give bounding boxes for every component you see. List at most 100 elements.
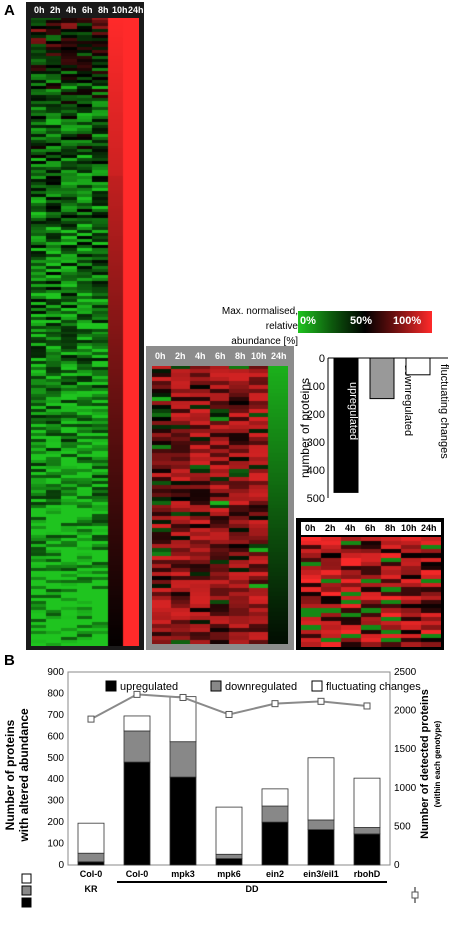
time-label: 24h bbox=[128, 5, 144, 15]
upregulated-heatmap-cells bbox=[31, 18, 139, 646]
bar-segment bbox=[353, 827, 381, 835]
line-point bbox=[133, 690, 141, 698]
time-label: 4h bbox=[345, 523, 356, 533]
colorbar-tick: 0% bbox=[300, 315, 316, 327]
y-axis-label: with altered abundance bbox=[17, 708, 31, 843]
legend-label: upregulated bbox=[120, 681, 178, 693]
y-tick-label: 100 bbox=[47, 839, 64, 850]
y-tick-label: 0 bbox=[58, 860, 64, 871]
bar-segment bbox=[169, 741, 197, 778]
y-axis-label: number of proteins bbox=[300, 378, 312, 478]
bar bbox=[333, 357, 359, 493]
colorbar-title-line1: Max. normalised, bbox=[221, 306, 298, 317]
time-label: 6h bbox=[365, 523, 376, 533]
colorbar-tick: 50% bbox=[350, 315, 373, 327]
y2-axis-label: (within each genotype) bbox=[433, 720, 442, 807]
bar bbox=[369, 357, 395, 400]
time-label: 2h bbox=[50, 5, 61, 15]
bar-segment bbox=[261, 805, 289, 823]
bar-segment bbox=[215, 806, 243, 855]
x-tick-label: mpk3 bbox=[171, 869, 195, 879]
bar-segment bbox=[123, 715, 151, 732]
legend-swatch-fluctuating bbox=[311, 680, 323, 692]
bar-segment bbox=[123, 761, 151, 866]
time-label: 4h bbox=[195, 351, 206, 361]
bar-segment bbox=[77, 861, 105, 866]
y-tick-label: 500 bbox=[47, 753, 64, 764]
x-tick-label: mpk6 bbox=[217, 869, 241, 879]
y2-tick-label: 1500 bbox=[394, 744, 417, 755]
bar-segment bbox=[353, 833, 381, 866]
bar-segment bbox=[123, 730, 151, 763]
y2-tick-label: 500 bbox=[394, 821, 411, 832]
bar-segment bbox=[215, 858, 243, 866]
bar-segment bbox=[77, 822, 105, 854]
group-label: DD bbox=[246, 884, 259, 894]
time-label: 8h bbox=[98, 5, 109, 15]
y-tick-label: 500 bbox=[307, 493, 325, 505]
bar-category-label: fluctuating changes bbox=[438, 364, 450, 459]
bar bbox=[405, 357, 431, 376]
y2-tick-label: 0 bbox=[394, 860, 400, 871]
y-tick-label: 600 bbox=[47, 731, 64, 742]
side-swatch-upregulated bbox=[21, 897, 32, 908]
time-label: 2h bbox=[175, 351, 186, 361]
bar-segment bbox=[261, 788, 289, 807]
time-label: 6h bbox=[82, 5, 93, 15]
protein-count-chart: 0 100 200 300 400 500 upregulated downregulate… bbox=[300, 353, 450, 505]
line-point bbox=[363, 702, 371, 710]
x-tick-label: ein2 bbox=[266, 869, 284, 879]
y-tick-label: 100 bbox=[307, 381, 325, 393]
x-tick-label: Col-0 bbox=[126, 869, 149, 879]
y-tick-label: 300 bbox=[307, 437, 325, 449]
y-tick-label: 400 bbox=[307, 465, 325, 477]
y-tick-label: 300 bbox=[47, 796, 64, 807]
x-tick-label: Col-0 bbox=[80, 869, 103, 879]
time-label: 24h bbox=[421, 523, 437, 533]
line-point bbox=[271, 700, 279, 708]
bar-segment bbox=[353, 777, 381, 828]
line-point bbox=[225, 710, 233, 718]
legend-swatch-downregulated bbox=[210, 680, 222, 692]
y-tick-label: 0 bbox=[319, 353, 325, 365]
upregulated-heatmap: 0h 2h 4h 6h 8h 10h 24h bbox=[26, 2, 144, 650]
y-tick-label: 200 bbox=[307, 409, 325, 421]
colorbar: 0% 50% 100% bbox=[298, 311, 432, 333]
bar-segment bbox=[169, 696, 197, 743]
bar-segment bbox=[307, 819, 335, 831]
x-tick-label: rbohD bbox=[354, 869, 381, 879]
colorbar-title-line2: relative abundance [%] bbox=[231, 321, 298, 347]
bar-segment bbox=[169, 776, 197, 866]
side-swatch-downregulated bbox=[21, 885, 32, 896]
side-swatch-fluctuating bbox=[21, 873, 32, 884]
time-label: 6h bbox=[215, 351, 226, 361]
time-label: 8h bbox=[235, 351, 246, 361]
colorbar-title: Max. normalised, relative abundance [%] bbox=[214, 304, 298, 349]
legend-swatch-upregulated bbox=[105, 680, 117, 692]
altered-abundance-chart: 0 100 200 300 400 500 600 700 800 900 0 500 1000 1500… bbox=[3, 667, 442, 908]
bar-segment bbox=[307, 757, 335, 821]
panel-b-label: B bbox=[4, 652, 15, 669]
line-series-symbol bbox=[411, 887, 419, 903]
panel-a-label: A bbox=[4, 2, 15, 19]
x-tick-label: ein3/eil1 bbox=[303, 869, 339, 879]
legend-label: fluctuating changes bbox=[326, 681, 421, 693]
time-label: 8h bbox=[385, 523, 396, 533]
time-label: 10h bbox=[401, 523, 417, 533]
y-tick-label: 700 bbox=[47, 710, 64, 721]
bar-category-label: downregulated bbox=[402, 364, 414, 436]
bar-segment bbox=[77, 852, 105, 863]
fluctuating-heatmap: 0h 2h 4h 6h 8h 10h 24h bbox=[296, 518, 444, 650]
downregulated-heatmap: 0h 2h 4h 6h 8h 10h 24h bbox=[146, 346, 294, 650]
y-axis-label: Number of proteins bbox=[3, 719, 17, 830]
y-tick-label: 400 bbox=[47, 774, 64, 785]
time-label: 4h bbox=[66, 5, 77, 15]
bar-segment bbox=[261, 821, 289, 866]
downregulated-heatmap-cells bbox=[152, 366, 288, 644]
y-tick-label: 900 bbox=[47, 667, 64, 678]
legend-label: downregulated bbox=[225, 681, 297, 693]
y2-tick-label: 2000 bbox=[394, 706, 417, 717]
time-label: 0h bbox=[305, 523, 316, 533]
y2-tick-label: 2500 bbox=[394, 667, 417, 678]
line-point bbox=[87, 715, 95, 723]
